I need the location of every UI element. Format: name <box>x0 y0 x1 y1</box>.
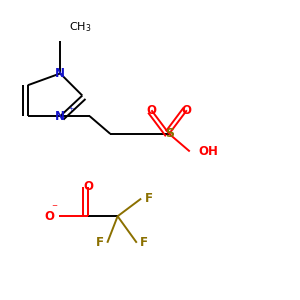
Text: CH$_3$: CH$_3$ <box>69 20 92 34</box>
Text: $^+$: $^+$ <box>67 106 76 116</box>
Text: N: N <box>55 67 65 80</box>
Text: N: N <box>55 110 65 123</box>
Text: $^{-}$: $^{-}$ <box>51 203 58 213</box>
Text: O: O <box>146 104 157 117</box>
Text: OH: OH <box>199 145 218 158</box>
Text: O: O <box>83 180 93 193</box>
Text: F: F <box>145 192 153 205</box>
Text: F: F <box>96 236 104 249</box>
Text: S: S <box>165 127 174 140</box>
Text: F: F <box>140 236 148 249</box>
Text: O: O <box>182 104 192 117</box>
Text: O: O <box>44 210 54 223</box>
